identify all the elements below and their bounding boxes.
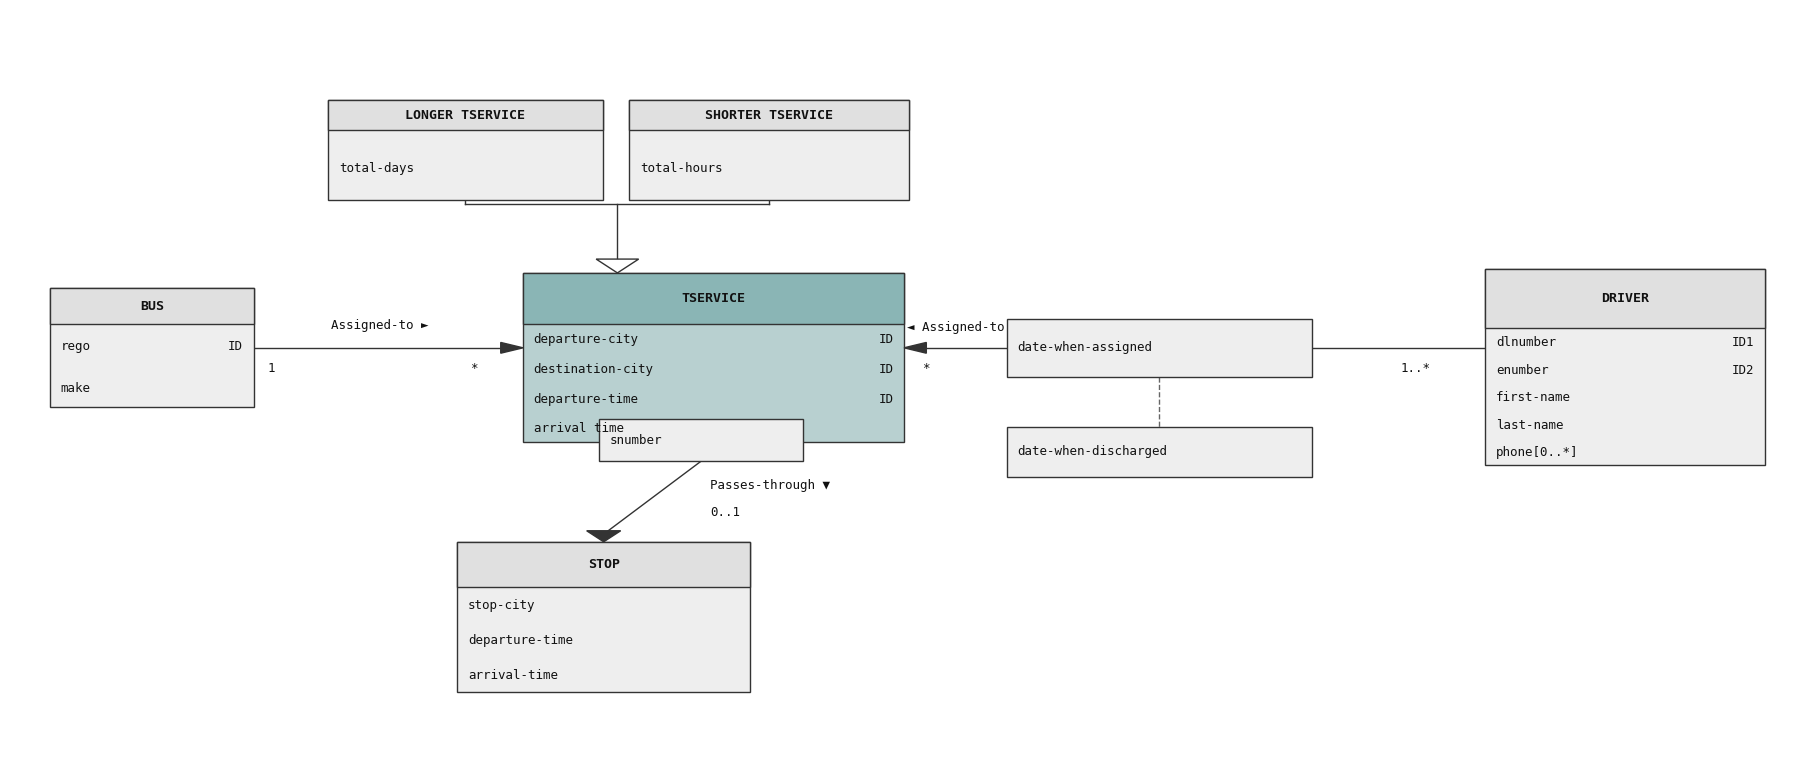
Text: date-when-assigned: date-when-assigned xyxy=(1017,341,1151,354)
Text: Assigned-to ►: Assigned-to ► xyxy=(331,319,428,332)
Text: arrival-time: arrival-time xyxy=(468,670,558,682)
Text: ◄ Assigned-to: ◄ Assigned-to xyxy=(905,321,1003,334)
Polygon shape xyxy=(501,343,522,354)
Text: make: make xyxy=(61,382,90,395)
Text: first-name: first-name xyxy=(1494,391,1570,405)
Text: ID: ID xyxy=(878,333,893,347)
Bar xyxy=(629,100,909,200)
Text: ID2: ID2 xyxy=(1731,364,1753,377)
Text: enumber: enumber xyxy=(1494,364,1547,377)
Text: 0..1: 0..1 xyxy=(710,506,739,519)
Text: Passes-through ▼: Passes-through ▼ xyxy=(710,479,829,492)
Text: destination-city: destination-city xyxy=(533,363,654,376)
Text: TSERVICE: TSERVICE xyxy=(681,292,744,305)
Text: departure-city: departure-city xyxy=(533,333,638,347)
Text: dlnumber: dlnumber xyxy=(1494,336,1556,350)
Text: total-hours: total-hours xyxy=(640,162,723,175)
Text: snumber: snumber xyxy=(609,434,661,447)
Text: departure-time: departure-time xyxy=(533,393,638,405)
Text: ID: ID xyxy=(878,363,893,376)
Polygon shape xyxy=(596,259,638,273)
Text: 1: 1 xyxy=(267,361,275,375)
Text: phone[0..*]: phone[0..*] xyxy=(1494,446,1578,459)
Text: ID: ID xyxy=(878,393,893,405)
Text: ID: ID xyxy=(228,340,242,354)
Bar xyxy=(598,419,802,461)
Text: ID1: ID1 xyxy=(1731,336,1753,350)
Text: *: * xyxy=(922,361,929,375)
Text: arrival time: arrival time xyxy=(533,422,623,435)
Bar xyxy=(457,542,750,586)
Text: 1..*: 1..* xyxy=(1399,361,1429,375)
Bar xyxy=(1006,426,1310,477)
Bar xyxy=(51,289,253,324)
Text: LONGER TSERVICE: LONGER TSERVICE xyxy=(405,108,526,122)
Bar xyxy=(1484,269,1764,328)
Text: date-when-discharged: date-when-discharged xyxy=(1017,445,1167,458)
Bar xyxy=(1006,319,1310,376)
Bar xyxy=(51,289,253,408)
Text: BUS: BUS xyxy=(139,299,164,313)
Text: stop-city: stop-city xyxy=(468,600,535,612)
Text: *: * xyxy=(470,361,477,375)
Text: last-name: last-name xyxy=(1494,419,1563,432)
Polygon shape xyxy=(585,531,620,542)
Polygon shape xyxy=(904,343,925,354)
Bar xyxy=(522,273,904,442)
Text: STOP: STOP xyxy=(587,557,620,571)
Bar xyxy=(522,273,904,324)
Bar xyxy=(629,100,909,130)
Text: SHORTER TSERVICE: SHORTER TSERVICE xyxy=(705,108,833,122)
Text: departure-time: departure-time xyxy=(468,634,573,648)
Bar xyxy=(457,542,750,691)
Text: total-days: total-days xyxy=(338,162,414,175)
Text: rego: rego xyxy=(61,340,90,354)
Bar xyxy=(1484,269,1764,465)
Text: DRIVER: DRIVER xyxy=(1601,292,1648,305)
Bar xyxy=(329,100,602,200)
Bar xyxy=(329,100,602,130)
